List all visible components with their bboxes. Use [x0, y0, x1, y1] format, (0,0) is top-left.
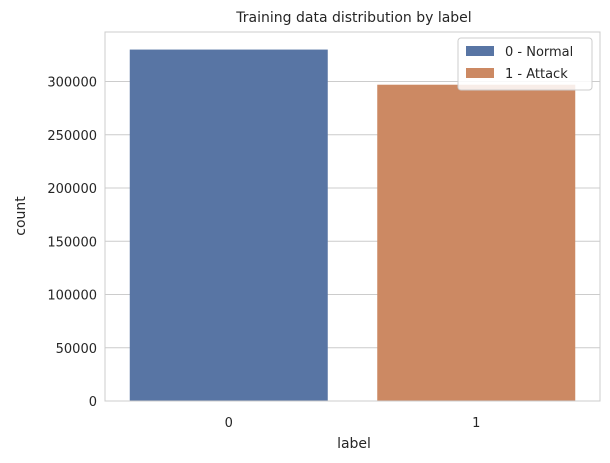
x-tick-label: 0 — [225, 416, 233, 431]
plot-frame — [104, 31, 601, 402]
y-tick-label: 50000 — [56, 342, 97, 357]
bar-1 — [377, 84, 576, 401]
y-tick-label: 200000 — [47, 182, 97, 197]
x-axis-label: label — [337, 436, 371, 452]
bars — [129, 49, 576, 401]
legend-swatch — [466, 68, 494, 78]
y-tick-label: 300000 — [47, 76, 97, 91]
legend: 0 - Normal 1 - Attack — [457, 37, 593, 91]
legend-swatch — [466, 46, 494, 56]
legend-label: 0 - Normal — [505, 45, 573, 60]
chart-title: Training data distribution by label — [235, 10, 471, 26]
y-tick-labels: 0 50000 100000 150000 200000 250000 300000 — [47, 76, 97, 410]
bar-0 — [129, 49, 328, 401]
x-tick-label: 1 — [472, 416, 480, 431]
y-tick-label: 0 — [89, 395, 97, 410]
legend-label: 1 - Attack — [505, 67, 568, 82]
y-tick-label: 250000 — [47, 129, 97, 144]
y-tick-label: 150000 — [47, 235, 97, 250]
y-axis-label: count — [13, 196, 29, 236]
y-tick-label: 100000 — [47, 289, 97, 304]
